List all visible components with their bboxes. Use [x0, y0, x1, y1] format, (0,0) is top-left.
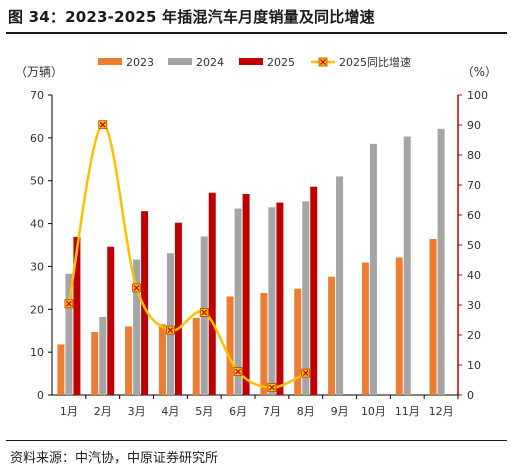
x-tick-label: 8月: [297, 405, 315, 418]
bar-2025: [276, 202, 284, 395]
x-tick-label: 6月: [229, 405, 247, 418]
bar-2024: [268, 207, 276, 395]
right-tick-label: 50: [467, 239, 481, 252]
x-tick-label: 2月: [94, 405, 112, 418]
x-tick-label: 11月: [395, 405, 420, 418]
bar-2025: [208, 192, 216, 395]
bar-2025: [242, 194, 250, 395]
bar-2024: [336, 176, 344, 395]
x-tick-label: 12月: [429, 405, 454, 418]
right-tick-label: 40: [467, 269, 481, 282]
x-tick-label: 7月: [263, 405, 281, 418]
bar-2025: [73, 236, 81, 395]
left-tick-label: 70: [30, 89, 44, 102]
right-tick-label: 10: [467, 359, 481, 372]
bar-2023: [158, 324, 166, 395]
bar-2024: [99, 317, 107, 395]
right-axis-label: （%）: [462, 65, 497, 79]
legend-label-2023: 2023: [126, 56, 154, 69]
bar-2023: [192, 317, 200, 395]
bar-2025: [107, 246, 115, 395]
bar-2025: [174, 222, 182, 395]
bar-2023: [328, 276, 336, 395]
x-tick-label: 3月: [128, 405, 146, 418]
bar-2023: [226, 296, 234, 395]
legend-label-2025: 2025: [267, 56, 295, 69]
title-rule: [6, 32, 507, 34]
bar-2024: [437, 128, 445, 395]
right-tick-label: 100: [467, 89, 488, 102]
line-marker-cross: [268, 384, 275, 391]
bar-2023: [429, 239, 437, 395]
line-marker-cross: [302, 370, 309, 377]
legend-label-2025同比增速: 2025同比增速: [339, 55, 411, 69]
x-tick-label: 4月: [161, 405, 179, 418]
right-tick-label: 20: [467, 329, 481, 342]
left-tick-label: 30: [30, 260, 44, 273]
left-tick-label: 20: [30, 303, 44, 316]
left-tick-label: 60: [30, 132, 44, 145]
source-note: 资料来源：中汽协，中原证券研究所: [10, 451, 219, 466]
bar-2023: [125, 326, 133, 395]
legend-label-2024: 2024: [196, 56, 224, 69]
bar-2024: [234, 208, 242, 395]
bar-2023: [57, 344, 65, 395]
x-tick-label: 9月: [331, 405, 349, 418]
bar-2023: [294, 288, 302, 395]
legend-swatch-2024: [168, 58, 192, 65]
line-marker-cross: [167, 327, 174, 334]
line-marker-cross: [133, 284, 140, 291]
bar-2024: [166, 253, 174, 395]
x-tick-label: 5月: [195, 405, 213, 418]
bar-2025: [310, 186, 318, 395]
sales-chart: 0 10 20 30 40 50 60 70 0 10 20 30 40 50 60 70 80 90 100 （万辆…: [15, 55, 497, 418]
line-marker-cross: [65, 300, 72, 307]
left-axis-label: （万辆）: [15, 65, 63, 79]
right-tick-label: 30: [467, 299, 481, 312]
right-tick-label: 70: [467, 179, 481, 192]
figure-title: 图 34：2023-2025 年插混汽车月度销量及同比增速: [8, 8, 375, 26]
bar-2025: [141, 211, 149, 395]
bar-2023: [361, 262, 369, 395]
legend-swatch-2025: [239, 58, 263, 65]
left-tick-label: 40: [30, 218, 44, 231]
x-tick-label: 10月: [361, 405, 386, 418]
bar-2024: [65, 273, 73, 395]
right-tick-label: 90: [467, 119, 481, 132]
legend-swatch-2023: [98, 58, 122, 65]
line-marker-cross: [201, 309, 208, 316]
bar-2024: [403, 136, 411, 396]
x-tick-label: 1月: [60, 405, 78, 418]
bar-2024: [302, 201, 310, 395]
bar-2024: [369, 143, 377, 395]
right-tick-label: 80: [467, 149, 481, 162]
source-rule: [6, 440, 507, 441]
bar-2023: [260, 293, 268, 395]
right-tick-label: 0: [467, 389, 474, 402]
line-marker-cross: [235, 368, 242, 375]
left-tick-label: 10: [30, 346, 44, 359]
left-tick-label: 50: [30, 175, 44, 188]
right-tick-label: 60: [467, 209, 481, 222]
bar-2023: [91, 332, 99, 395]
line-marker-cross: [99, 121, 106, 128]
bar-2023: [395, 257, 403, 395]
bar-2024: [133, 259, 141, 395]
left-tick-label: 0: [37, 389, 44, 402]
legend-swatch-cross: [320, 59, 326, 65]
